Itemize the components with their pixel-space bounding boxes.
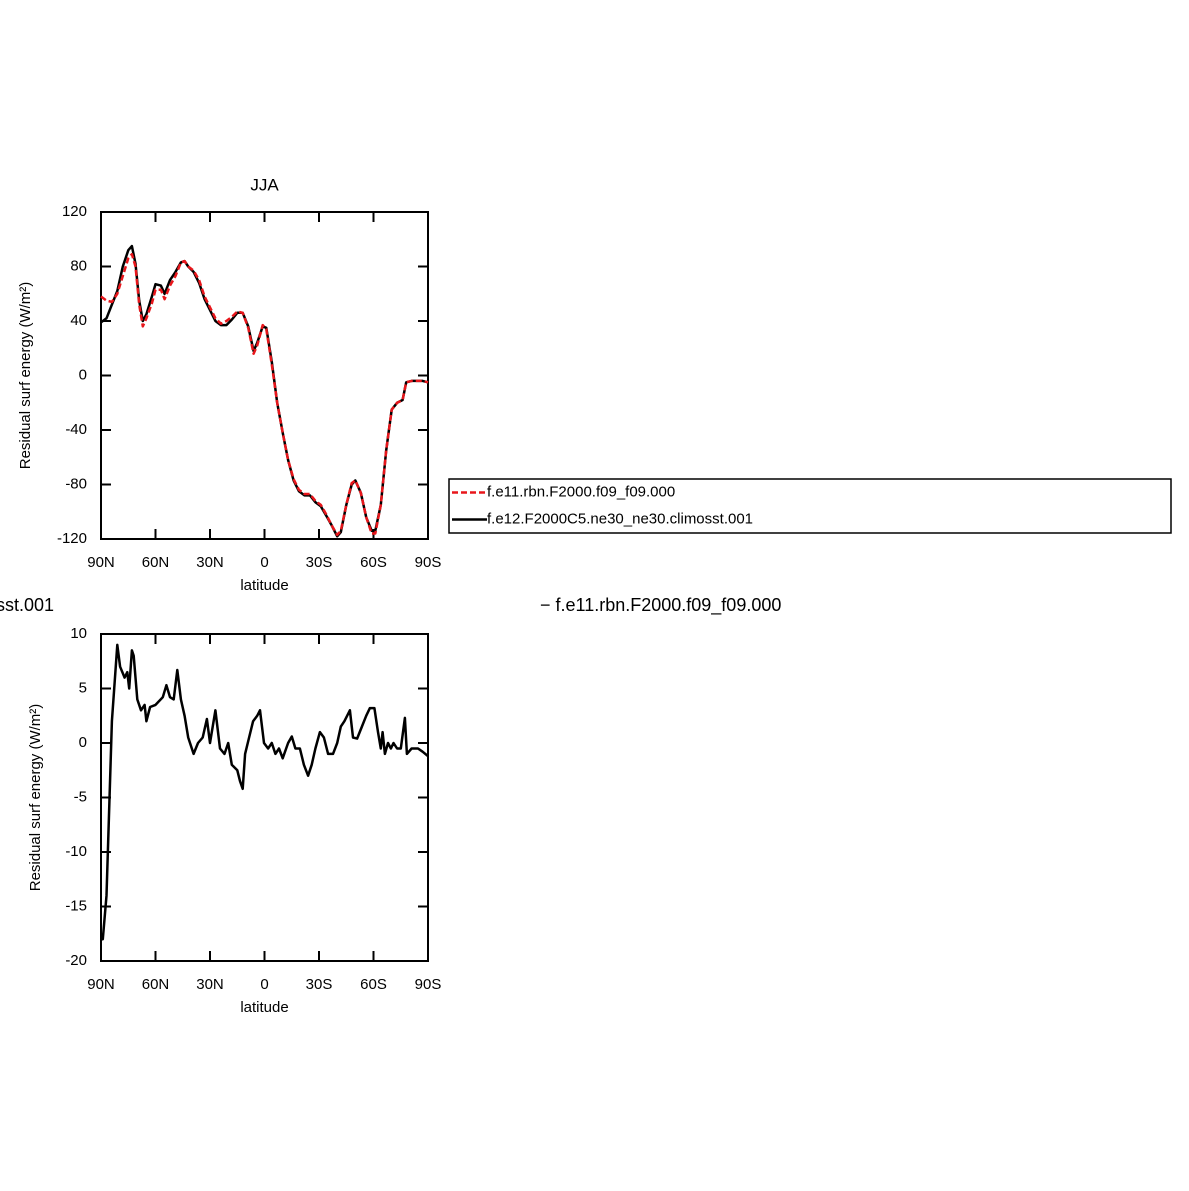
y-axis-label: Residual surf energy (W/m²) [27,704,44,892]
y-tick-label: 10 [70,625,87,642]
x-tick-label: 0 [260,976,268,993]
chart-title: sst.001 [0,595,54,615]
y-tick-label: 0 [79,366,87,383]
x-tick-label: 30N [196,554,224,571]
x-tick-label: 30N [196,976,224,993]
x-tick-label: 90S [415,976,442,993]
chart-title: JJA [250,175,279,194]
y-tick-label: -20 [65,952,87,969]
x-tick-label: 90N [87,554,115,571]
x-tick-label: 60N [142,976,170,993]
y-tick-label: 80 [70,257,87,274]
legend-box [448,478,1172,534]
y-tick-label: 0 [79,734,87,751]
x-tick-label: 60S [360,976,387,993]
x-axis-label: latitude [240,999,288,1016]
y-tick-label: -10 [65,843,87,860]
chart-title: − f.e11.rbn.F2000.f09_f09.000 [540,595,781,616]
y-tick-label: -40 [65,421,87,438]
plot-frame [100,633,429,962]
x-tick-label: 60N [142,554,170,571]
legend-label: f.e11.rbn.F2000.f09_f09.000 [487,483,675,500]
y-tick-label: 5 [79,679,87,696]
data-line [100,252,429,537]
x-tick-label: 0 [260,554,268,571]
x-tick-label: 30S [306,554,333,571]
x-axis-label: latitude [240,577,288,594]
y-tick-label: -15 [65,897,87,914]
y-axis-label: Residual surf energy (W/m²) [17,282,34,470]
data-line [101,643,429,941]
x-tick-label: 90S [415,554,442,571]
y-tick-label: -5 [74,788,87,805]
y-tick-label: 120 [62,203,87,220]
y-tick-label: -80 [65,475,87,492]
y-tick-label: 40 [70,312,87,329]
x-tick-label: 30S [306,976,333,993]
y-tick-label: -120 [57,530,87,547]
x-tick-label: 90N [87,976,115,993]
legend-label: f.e12.F2000C5.ne30_ne30.climosst.001 [487,510,753,527]
x-tick-label: 60S [360,554,387,571]
data-line [100,244,429,538]
plot-frame [100,211,429,540]
